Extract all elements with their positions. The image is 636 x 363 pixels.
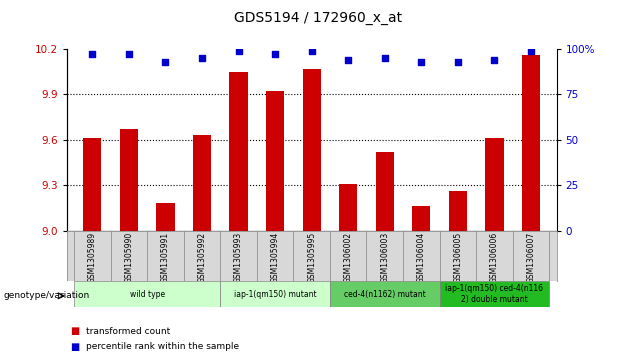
- Point: [526, 48, 536, 54]
- Bar: [303, 69, 321, 231]
- Point: [307, 48, 317, 54]
- Bar: [230, 72, 247, 231]
- Point: [270, 52, 280, 57]
- Bar: [448, 191, 467, 231]
- Text: GSM1306007: GSM1306007: [527, 232, 536, 283]
- Text: GSM1305992: GSM1305992: [198, 232, 207, 283]
- Bar: [376, 152, 394, 231]
- Text: iap-1(qm150) ced-4(n116
2) double mutant: iap-1(qm150) ced-4(n116 2) double mutant: [445, 284, 543, 304]
- Point: [160, 59, 170, 65]
- Point: [453, 59, 463, 65]
- Bar: [412, 206, 431, 231]
- Text: transformed count: transformed count: [86, 327, 170, 335]
- Text: percentile rank within the sample: percentile rank within the sample: [86, 342, 239, 351]
- Text: GSM1306003: GSM1306003: [380, 232, 389, 283]
- Point: [87, 52, 97, 57]
- Text: GSM1305989: GSM1305989: [88, 232, 97, 283]
- Bar: [220, 281, 330, 307]
- Bar: [522, 55, 540, 231]
- Point: [343, 57, 353, 63]
- Text: ■: ■: [70, 342, 80, 352]
- Point: [416, 59, 426, 65]
- Bar: [193, 135, 211, 231]
- Text: GSM1305991: GSM1305991: [161, 232, 170, 283]
- Text: GSM1305990: GSM1305990: [125, 232, 134, 283]
- Text: GDS5194 / 172960_x_at: GDS5194 / 172960_x_at: [234, 11, 402, 25]
- Text: genotype/variation: genotype/variation: [3, 291, 90, 300]
- Text: GSM1306002: GSM1306002: [343, 232, 353, 283]
- Text: GSM1306005: GSM1306005: [453, 232, 462, 283]
- Bar: [439, 281, 550, 307]
- Bar: [74, 281, 220, 307]
- Point: [197, 55, 207, 61]
- Bar: [339, 184, 357, 231]
- Point: [380, 55, 390, 61]
- Text: GSM1305995: GSM1305995: [307, 232, 316, 283]
- Text: GSM1306006: GSM1306006: [490, 232, 499, 283]
- Bar: [266, 91, 284, 231]
- Point: [489, 57, 499, 63]
- Text: GSM1306004: GSM1306004: [417, 232, 425, 283]
- Text: GSM1305994: GSM1305994: [270, 232, 280, 283]
- Text: GSM1305993: GSM1305993: [234, 232, 243, 283]
- Bar: [330, 281, 439, 307]
- Text: iap-1(qm150) mutant: iap-1(qm150) mutant: [234, 290, 316, 298]
- Text: ced-4(n1162) mutant: ced-4(n1162) mutant: [344, 290, 425, 298]
- Point: [124, 52, 134, 57]
- Bar: [83, 138, 102, 231]
- Bar: [156, 203, 175, 231]
- Bar: [485, 138, 504, 231]
- Point: [233, 48, 244, 54]
- Text: ■: ■: [70, 326, 80, 336]
- Bar: [120, 129, 138, 231]
- Text: wild type: wild type: [130, 290, 165, 298]
